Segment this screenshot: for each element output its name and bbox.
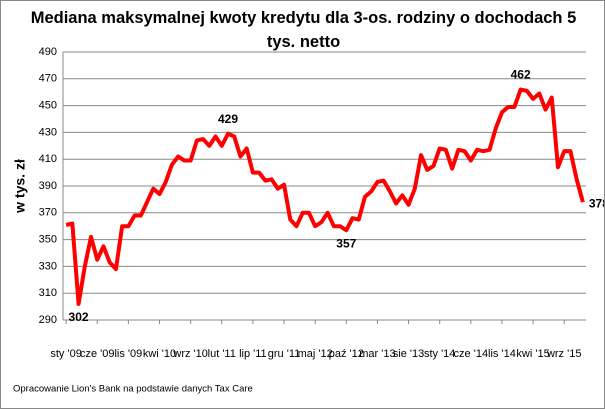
y-tick-label: 330 <box>39 260 57 272</box>
data-line <box>65 87 585 306</box>
chart-title: Mediana maksymalnej kwoty kredytu dla 3-… <box>30 9 577 51</box>
y-tick-label: 490 <box>39 46 57 58</box>
x-tick-label: lip '11 <box>239 348 267 360</box>
y-tick-label: 470 <box>39 73 57 85</box>
x-tick-label: sty '14 <box>424 348 455 360</box>
data-label: 462 <box>511 68 531 82</box>
x-tick-label: cze '09 <box>80 348 115 360</box>
data-label: 378 <box>589 196 604 210</box>
source: Opracowanie Lion's Bank na podstawie dan… <box>13 384 253 395</box>
x-tick-label: maj '12 <box>298 348 333 360</box>
x-tick-label: lis '14 <box>488 348 516 360</box>
y-tick-label: 450 <box>39 100 57 112</box>
y-tick-label: 390 <box>39 180 57 192</box>
x-tick-label: lut '11 <box>208 348 236 360</box>
y-tick-label: 310 <box>39 287 57 299</box>
x-tick-label: kwi '10 <box>143 348 176 360</box>
x-tick-label: wrz '10 <box>172 348 208 360</box>
data-label: 357 <box>336 236 356 250</box>
data-label: 429 <box>218 112 238 126</box>
y-tick-label: 370 <box>39 207 57 219</box>
x-tick-label: gru '11 <box>268 348 300 360</box>
y-axis-label: w tys. zł <box>12 159 28 214</box>
x-tick-label: sie '13 <box>393 348 424 360</box>
x-tick-label: kwi '15 <box>516 348 549 360</box>
data-label: 302 <box>69 310 89 324</box>
x-tick-label: wrz '15 <box>546 348 582 360</box>
x-tick-label: sty '09 <box>50 348 81 360</box>
y-tick-label: 290 <box>39 314 57 326</box>
x-tick-label: lis '09 <box>114 348 142 360</box>
y-tick-label: 410 <box>39 153 57 165</box>
y-tick-label: 350 <box>39 234 57 246</box>
x-tick-label: paź '12 <box>329 348 364 360</box>
x-tick-label: mar '13 <box>359 348 395 360</box>
y-tick-label: 430 <box>39 126 57 138</box>
x-tick-label: cze '14 <box>454 348 489 360</box>
